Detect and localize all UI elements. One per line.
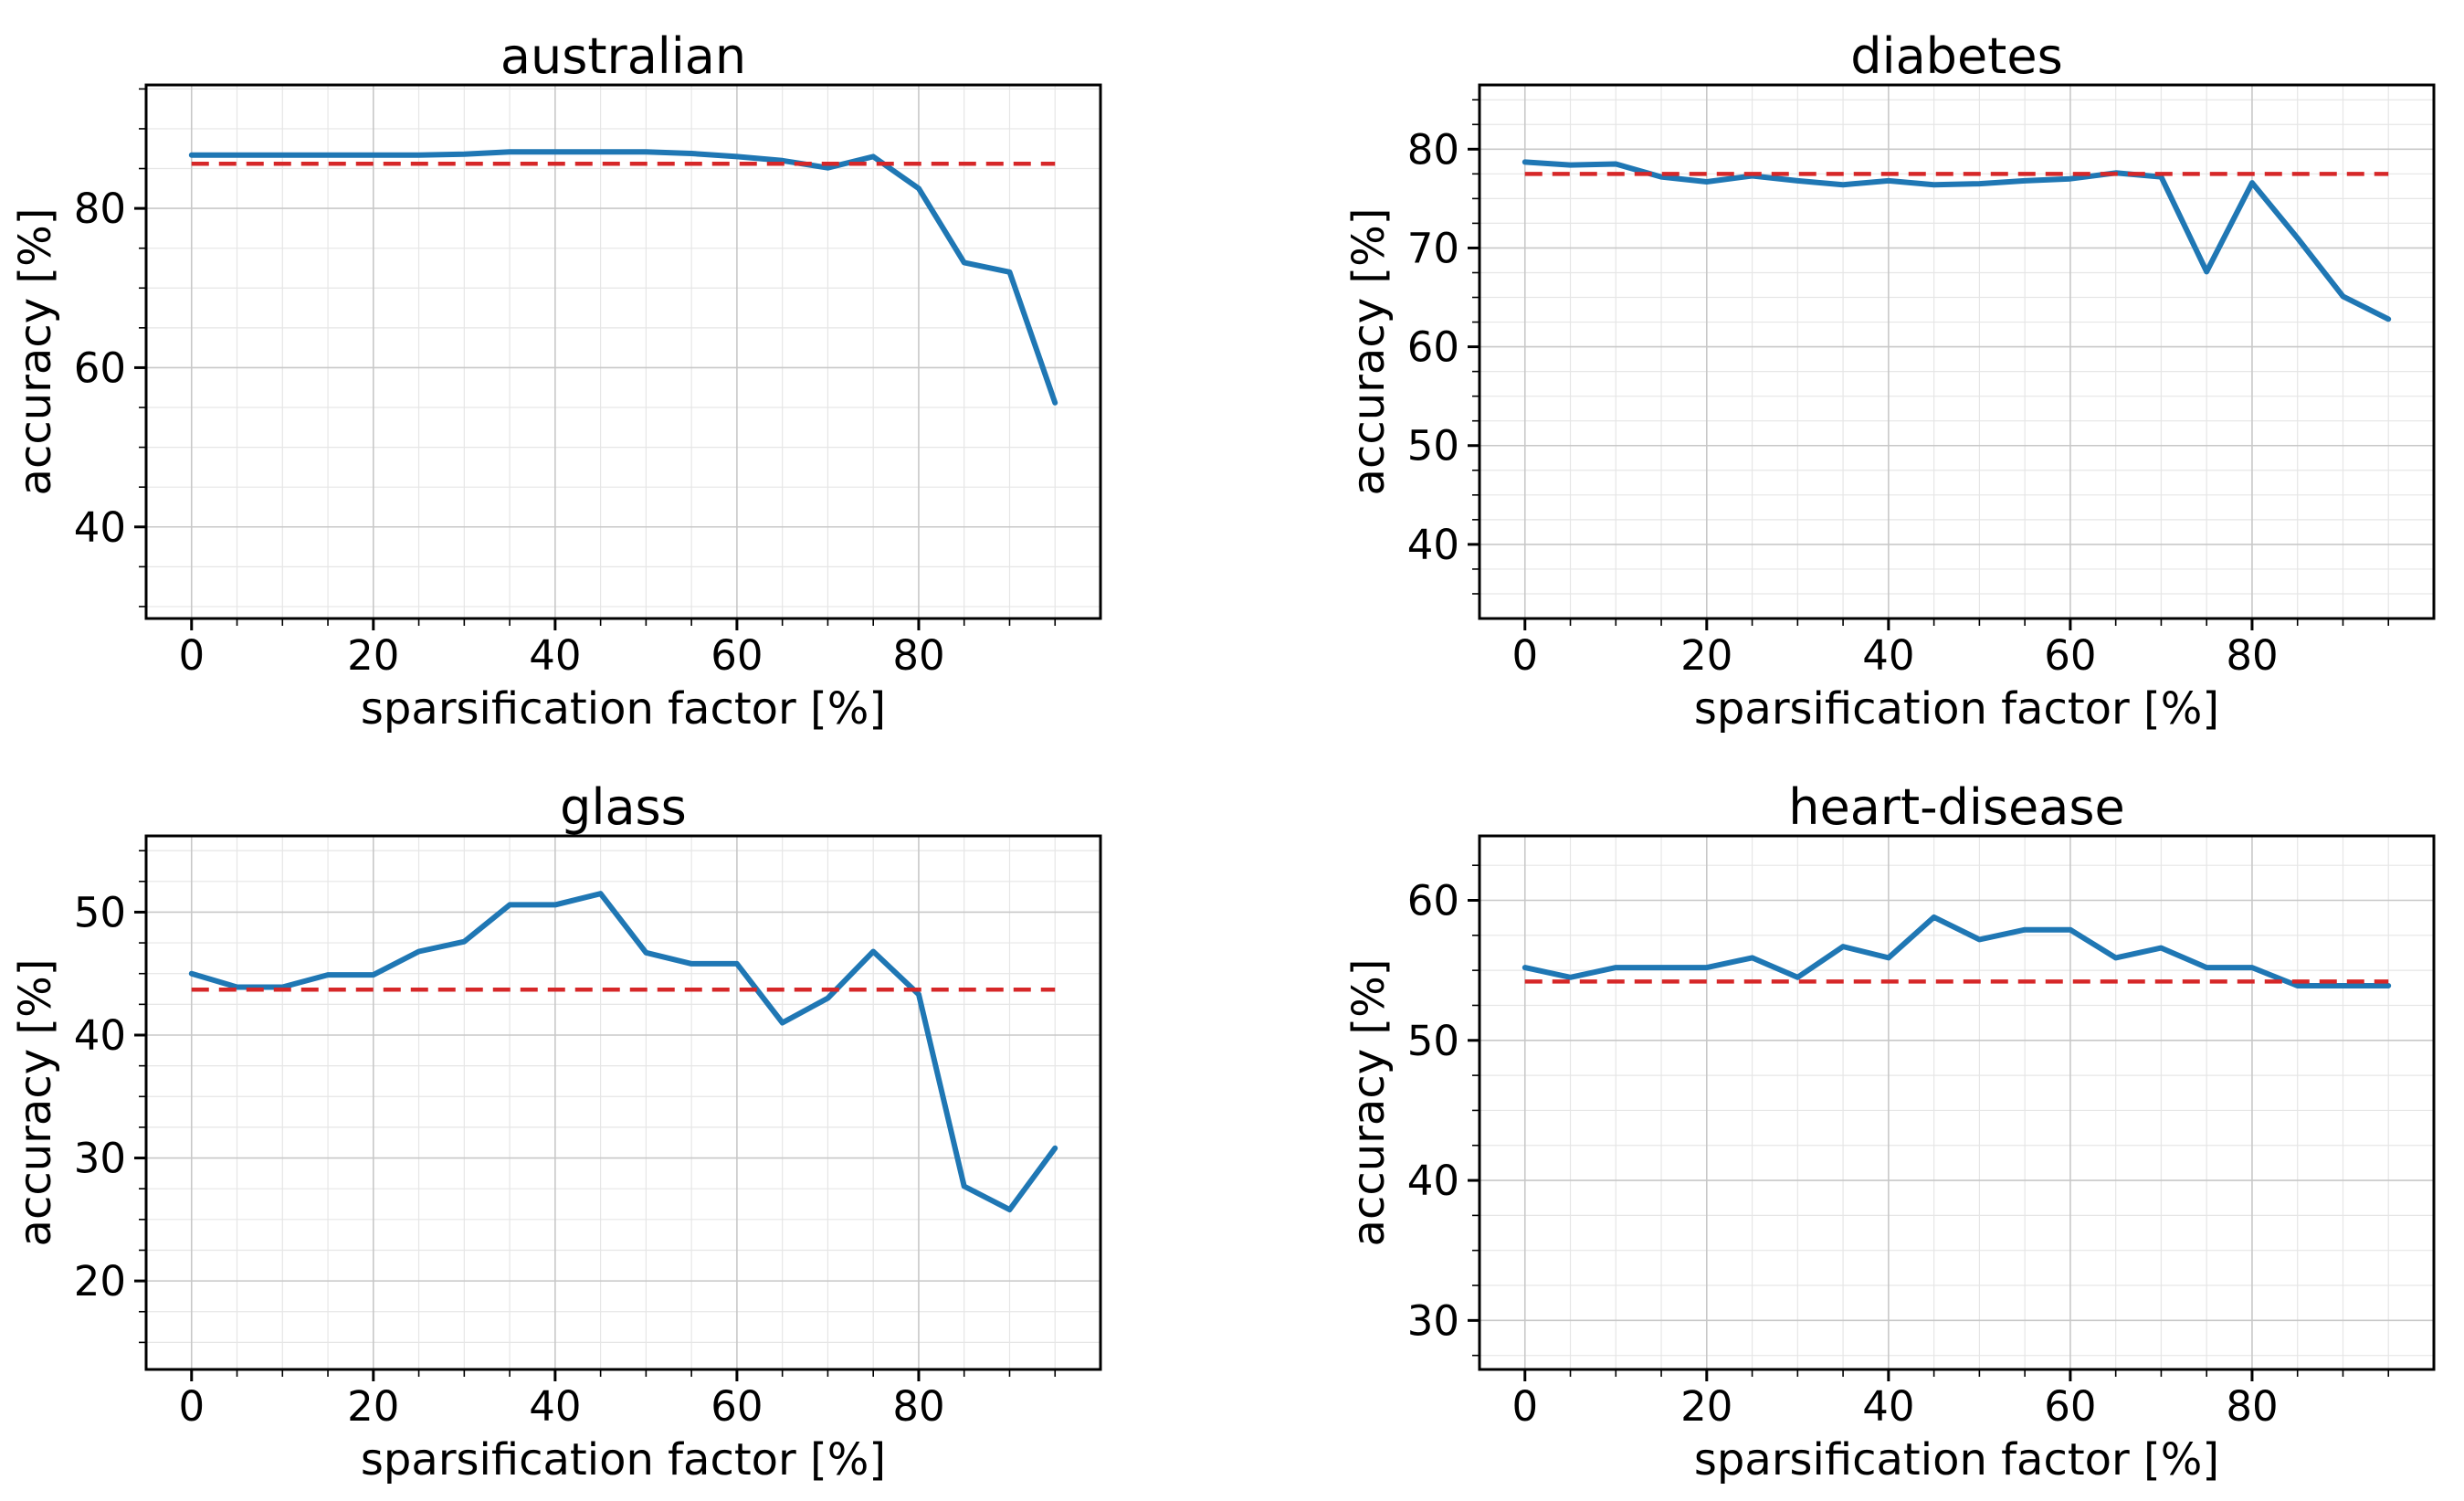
chart-svg-australian: 0 20 40 60 80 40 60 80 australian sparsification … bbox=[10, 27, 1102, 735]
chart-svg-heart-disease: 0 20 40 60 80 30 40 50 60 heart-disease sparsifica… bbox=[1343, 778, 2436, 1485]
y-tick-label: 80 bbox=[1407, 125, 1459, 174]
x-tick-label: 0 bbox=[1511, 631, 1538, 680]
chart-australian: 0 20 40 60 80 40 60 80 australian sparsification … bbox=[0, 0, 1232, 750]
chart-heart-disease: 0 20 40 60 80 30 40 50 60 heart-disease sparsifica… bbox=[1232, 751, 2464, 1501]
accuracy-line bbox=[1522, 914, 2392, 988]
y-tick-label: 40 bbox=[74, 503, 126, 552]
chart-glass: 0 20 40 60 80 20 30 40 50 glass sparsification fac… bbox=[0, 751, 1232, 1501]
x-axis-label: sparsification factor [%] bbox=[361, 683, 886, 735]
y-tick-label: 20 bbox=[74, 1257, 126, 1305]
x-tick-label: 0 bbox=[178, 631, 205, 680]
accuracy-line bbox=[188, 891, 1058, 1213]
x-tick-label: 0 bbox=[1511, 1382, 1538, 1431]
x-tick-label: 20 bbox=[347, 631, 399, 680]
chart-title: glass bbox=[560, 778, 687, 836]
y-tick-label: 30 bbox=[1407, 1296, 1459, 1345]
x-tick-label: 20 bbox=[347, 1382, 399, 1431]
x-tick-label: 40 bbox=[1862, 1382, 1914, 1431]
x-tick-label: 60 bbox=[2044, 1382, 2096, 1431]
x-tick-label: 0 bbox=[178, 1382, 205, 1431]
plot-background bbox=[1479, 836, 2434, 1369]
chart-title: australian bbox=[500, 27, 746, 85]
y-tick-label: 60 bbox=[1407, 323, 1459, 372]
x-tick-label: 60 bbox=[711, 631, 763, 680]
y-tick-label: 40 bbox=[1407, 521, 1459, 569]
x-axis-label: sparsification factor [%] bbox=[1694, 683, 2219, 735]
y-tick-label: 60 bbox=[74, 344, 126, 392]
y-tick-label: 30 bbox=[74, 1135, 126, 1183]
y-tick-label: 50 bbox=[1407, 422, 1459, 470]
x-tick-label: 40 bbox=[529, 631, 581, 680]
y-tick-label: 50 bbox=[1407, 1017, 1459, 1065]
chart-title: diabetes bbox=[1850, 27, 2062, 85]
y-tick-label: 40 bbox=[1407, 1157, 1459, 1205]
y-tick-label: 60 bbox=[1407, 877, 1459, 925]
x-tick-label: 80 bbox=[2226, 1382, 2278, 1431]
y-axis-label: accuracy [%] bbox=[1343, 208, 1395, 496]
y-tick-label: 40 bbox=[74, 1011, 126, 1060]
x-axis-label: sparsification factor [%] bbox=[361, 1434, 886, 1485]
x-tick-label: 20 bbox=[1680, 1382, 1732, 1431]
y-axis-label: accuracy [%] bbox=[1343, 959, 1395, 1247]
x-axis-label: sparsification factor [%] bbox=[1694, 1434, 2219, 1485]
axes-frame bbox=[144, 834, 1102, 1371]
x-tick-label: 80 bbox=[892, 1382, 944, 1431]
x-tick-label: 40 bbox=[1862, 631, 1914, 680]
plot-background bbox=[146, 85, 1100, 618]
accuracy-line bbox=[1522, 159, 2392, 322]
chart-svg-diabetes: 0 20 40 60 80 40 50 60 70 80 diabetes sparsificatio… bbox=[1343, 27, 2436, 735]
y-tick-label: 80 bbox=[74, 185, 126, 233]
y-axis-label: accuracy [%] bbox=[10, 959, 61, 1247]
y-tick-label: 70 bbox=[1407, 224, 1459, 272]
chart-diabetes: 0 20 40 60 80 40 50 60 70 80 diabetes sparsificatio… bbox=[1232, 0, 2464, 750]
x-tick-label: 40 bbox=[529, 1382, 581, 1431]
x-tick-label: 80 bbox=[2226, 631, 2278, 680]
axes-frame bbox=[1478, 834, 2436, 1371]
accuracy-line bbox=[188, 149, 1058, 406]
axes-frame bbox=[144, 83, 1102, 620]
x-tick-label: 60 bbox=[711, 1382, 763, 1431]
chart-title: heart-disease bbox=[1788, 778, 2124, 836]
x-tick-label: 60 bbox=[2044, 631, 2096, 680]
x-tick-label: 20 bbox=[1680, 631, 1732, 680]
x-tick-label: 80 bbox=[892, 631, 944, 680]
axes-frame bbox=[1478, 83, 2436, 620]
plot-background bbox=[146, 836, 1100, 1369]
chart-svg-glass: 0 20 40 60 80 20 30 40 50 glass sparsification fac… bbox=[10, 778, 1102, 1485]
y-axis-label: accuracy [%] bbox=[10, 208, 61, 496]
y-tick-label: 50 bbox=[74, 888, 126, 936]
